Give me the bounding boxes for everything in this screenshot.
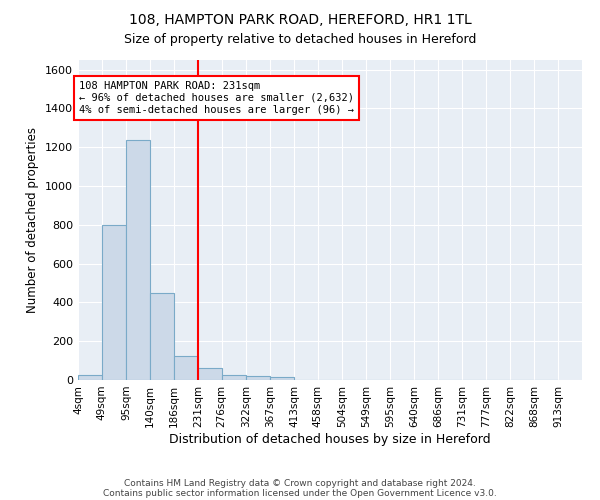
Bar — [78, 375, 102, 380]
Bar — [102, 225, 126, 380]
Text: 108, HAMPTON PARK ROAD, HEREFORD, HR1 1TL: 108, HAMPTON PARK ROAD, HEREFORD, HR1 1T… — [128, 12, 472, 26]
Bar — [198, 368, 221, 380]
Bar — [174, 356, 198, 380]
Text: Contains public sector information licensed under the Open Government Licence v3: Contains public sector information licen… — [103, 488, 497, 498]
Text: Contains HM Land Registry data © Crown copyright and database right 2024.: Contains HM Land Registry data © Crown c… — [124, 478, 476, 488]
Bar — [246, 376, 270, 380]
Bar — [126, 140, 150, 380]
Text: Size of property relative to detached houses in Hereford: Size of property relative to detached ho… — [124, 32, 476, 46]
Bar — [270, 377, 294, 380]
X-axis label: Distribution of detached houses by size in Hereford: Distribution of detached houses by size … — [169, 432, 491, 446]
Text: 108 HAMPTON PARK ROAD: 231sqm
← 96% of detached houses are smaller (2,632)
4% of: 108 HAMPTON PARK ROAD: 231sqm ← 96% of d… — [79, 82, 354, 114]
Y-axis label: Number of detached properties: Number of detached properties — [26, 127, 40, 313]
Bar — [221, 375, 246, 380]
Bar — [150, 292, 174, 380]
